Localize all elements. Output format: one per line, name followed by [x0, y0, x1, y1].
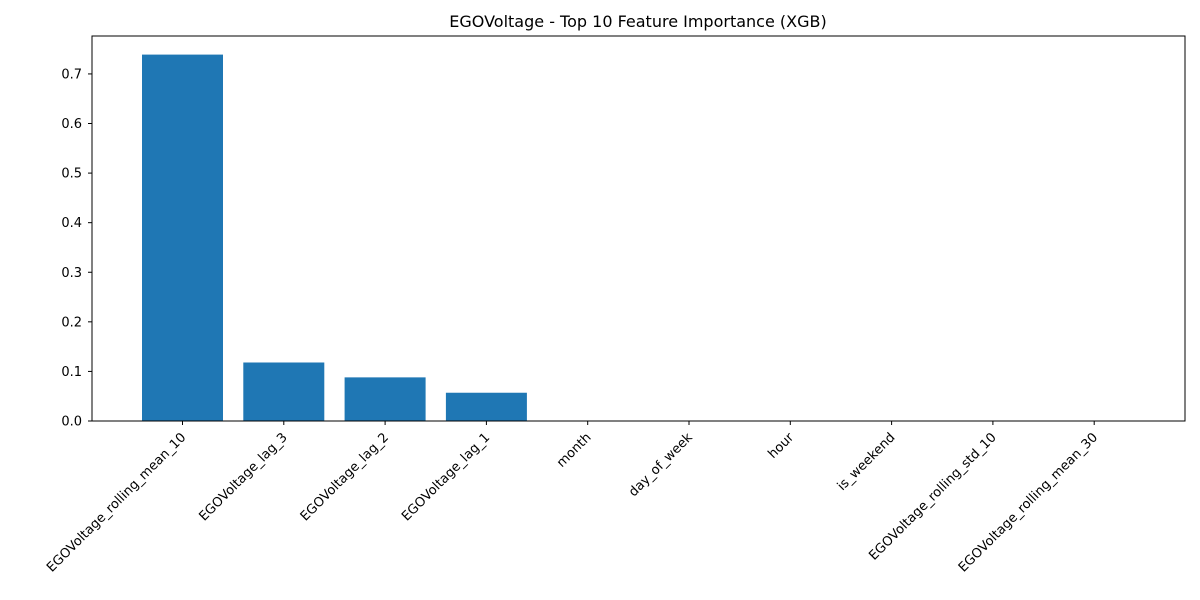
plot-frame: [91, 35, 1186, 422]
y-tick-label: 0.4: [61, 216, 82, 231]
y-tick-label: 0.5: [61, 167, 82, 182]
bar-1: [243, 362, 325, 421]
y-tick-label: 0.7: [61, 67, 82, 82]
x-axis: EGOVoltage_rolling_mean_10 EGOVoltage_lag…: [44, 421, 1101, 575]
bar-0: [142, 54, 223, 421]
x-tick-label: EGOVoltage_lag_3: [196, 430, 290, 524]
x-tick-label: hour: [765, 430, 797, 462]
x-tick-label: is_weekend: [835, 430, 899, 494]
x-tick-label: EGOVoltage_lag_1: [399, 430, 493, 524]
bars-group: [142, 54, 527, 421]
x-tick-label: month: [554, 430, 594, 470]
x-tick-label: day_of_week: [626, 430, 696, 500]
y-tick-label: 0.0: [61, 415, 82, 430]
y-axis: 0.0 0.1 0.2 0.3 0.4 0.5 0.6 0.7: [61, 67, 92, 430]
bar-3: [445, 392, 527, 421]
y-tick-label: 0.1: [61, 365, 82, 380]
y-tick-label: 0.6: [61, 117, 82, 132]
x-tick-label: EGOVoltage_lag_2: [298, 430, 392, 524]
x-tick-label: EGOVoltage_rolling_mean_10: [44, 430, 189, 575]
bar-2: [344, 377, 426, 421]
y-tick-label: 0.3: [61, 266, 82, 281]
chart-title: EGOVoltage - Top 10 Feature Importance (…: [449, 12, 826, 31]
y-tick-label: 0.2: [61, 315, 82, 330]
